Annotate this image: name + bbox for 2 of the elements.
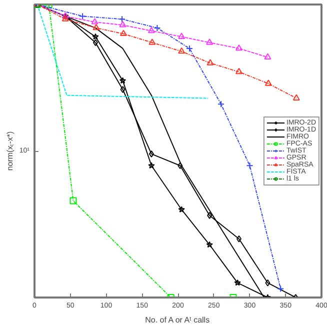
y-axis-title: norm(xₜ-x*) <box>5 131 14 171</box>
x-axis-title: No. of A or Aᵗ calls <box>145 316 210 324</box>
